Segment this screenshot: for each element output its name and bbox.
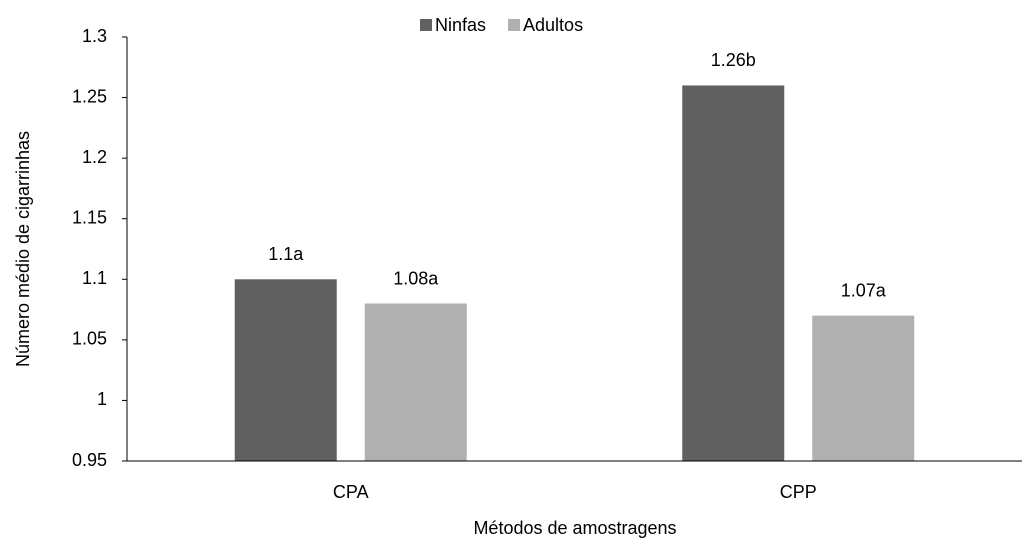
y-tick-label: 0.95 xyxy=(72,450,107,470)
legend-swatch xyxy=(420,19,432,31)
y-tick-label: 1 xyxy=(97,389,107,409)
value-label: 1.26b xyxy=(711,50,756,70)
y-tick-label: 1.05 xyxy=(72,329,107,349)
x-axis-title: Métodos de amostragens xyxy=(473,518,676,538)
y-tick-label: 1.1 xyxy=(82,268,107,288)
legend-label: Adultos xyxy=(523,15,583,35)
y-tick-label: 1.25 xyxy=(72,86,107,106)
legend-swatch xyxy=(508,19,521,31)
y-tick-label: 1.15 xyxy=(72,207,107,227)
y-axis-title: Número médio de cigarrinhas xyxy=(13,131,33,367)
bar xyxy=(682,85,785,461)
x-tick-label: CPA xyxy=(333,482,369,502)
y-tick-label: 1.3 xyxy=(82,26,107,46)
value-label: 1.07a xyxy=(841,280,887,300)
bar xyxy=(234,279,337,461)
x-tick-label: CPP xyxy=(780,482,817,502)
bar xyxy=(364,303,467,461)
bar xyxy=(812,315,915,461)
y-tick-label: 1.2 xyxy=(82,147,107,167)
legend-label: Ninfas xyxy=(435,15,486,35)
value-label: 1.1a xyxy=(268,244,304,264)
value-label: 1.08a xyxy=(393,268,439,288)
